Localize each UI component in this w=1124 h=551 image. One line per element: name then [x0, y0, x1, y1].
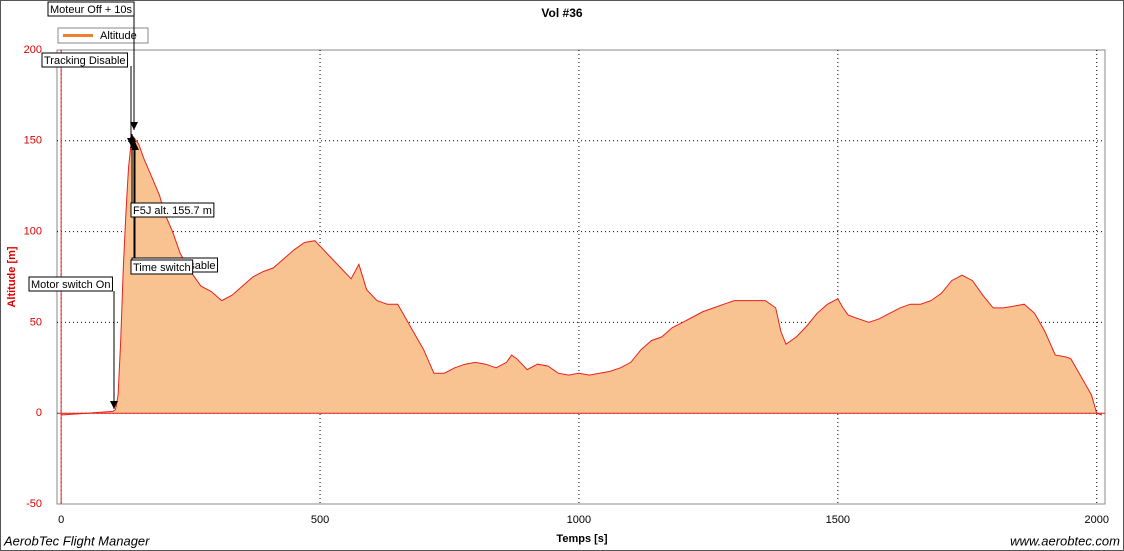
annotation-label: Moteur Off + 10s	[50, 4, 133, 16]
area	[61, 137, 1102, 415]
footer-right: www.aerobtec.com	[1010, 533, 1120, 548]
plot-area	[56, 49, 1106, 505]
annotation-box	[130, 202, 215, 218]
x-tick-label: 1500	[826, 514, 850, 526]
y-tick-label: -50	[26, 498, 42, 510]
y-tick-label: 100	[24, 226, 42, 238]
annotation-box	[130, 259, 194, 275]
annotation-label: F5J alt. 155.7 m	[133, 205, 212, 217]
annotation-label: Motor switch On	[31, 279, 110, 291]
line	[61, 136, 1103, 416]
y-tick-label: 0	[36, 407, 42, 419]
annotation-arrow	[130, 140, 138, 148]
x-axis-label: Temps [s]	[556, 533, 607, 545]
footer-left: AerobTec Flight Manager	[3, 533, 150, 548]
y-tick-label: 150	[24, 135, 42, 147]
x-tick-label: 0	[58, 514, 64, 526]
annotation-box	[28, 276, 113, 292]
legend-box	[57, 27, 149, 44]
annotation-arrow	[130, 122, 138, 130]
legend-label: Altitude	[100, 30, 137, 42]
y-tick-label: 200	[24, 44, 42, 56]
y-tick-label: 50	[30, 316, 42, 328]
annotation-box	[41, 52, 129, 68]
y-axis-label: Altitude [m]	[6, 246, 18, 307]
annotation-box	[47, 1, 135, 17]
x-tick-label: 2000	[1084, 514, 1108, 526]
x-tick-label: 1000	[567, 514, 591, 526]
annotation-arrow	[110, 401, 118, 409]
annotation-label: Tracking Disable	[44, 55, 126, 67]
x-tick-label: 500	[311, 514, 329, 526]
annotation-label: Time switch	[133, 262, 191, 274]
chart-title: Vol #36	[541, 6, 582, 20]
